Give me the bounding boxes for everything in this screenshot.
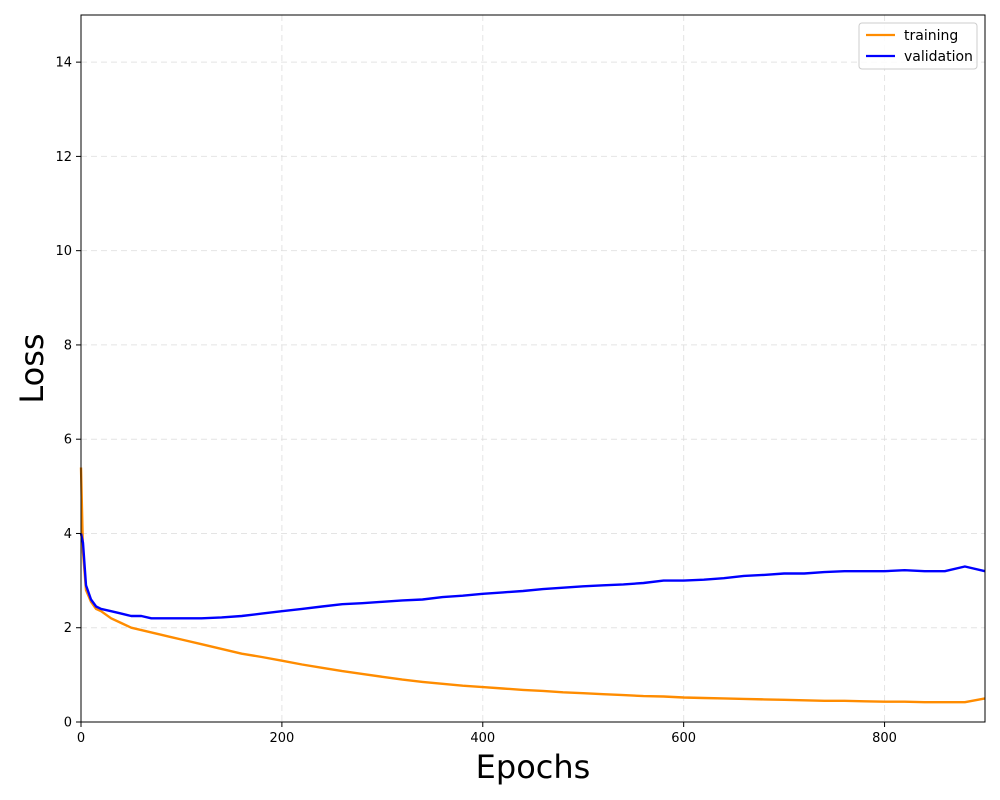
y-tick-label: 4 — [64, 527, 72, 542]
x-axis-ticks: 0 200 400 600 800 — [77, 722, 897, 746]
x-tick-label: 200 — [269, 731, 294, 746]
x-tick-label: 400 — [470, 731, 495, 746]
y-tick-label: 8 — [64, 338, 72, 353]
series-layer — [79, 467, 986, 704]
legend-label-validation: validation — [904, 49, 973, 65]
series-line-training — [79, 467, 986, 704]
y-axis-title: Loss — [13, 333, 51, 403]
y-axis-ticks: 0 2 4 6 8 10 12 14 — [55, 56, 81, 731]
x-tick-label: 0 — [77, 731, 85, 746]
legend-label-training: training — [904, 28, 958, 44]
x-tick-label: 800 — [872, 731, 897, 746]
x-axis-title: Epochs — [476, 748, 591, 786]
grid — [80, 15, 985, 723]
y-tick-label: 6 — [64, 433, 72, 448]
x-tick-label: 600 — [671, 731, 696, 746]
y-tick-label: 14 — [55, 56, 72, 71]
y-tick-label: 2 — [64, 621, 72, 636]
y-tick-label: 10 — [55, 244, 72, 259]
series-line-validation — [79, 533, 986, 620]
legend: training validation — [858, 22, 978, 70]
y-tick-label: 0 — [64, 716, 72, 731]
plot-frame — [80, 14, 986, 723]
y-tick-label: 12 — [55, 150, 72, 165]
